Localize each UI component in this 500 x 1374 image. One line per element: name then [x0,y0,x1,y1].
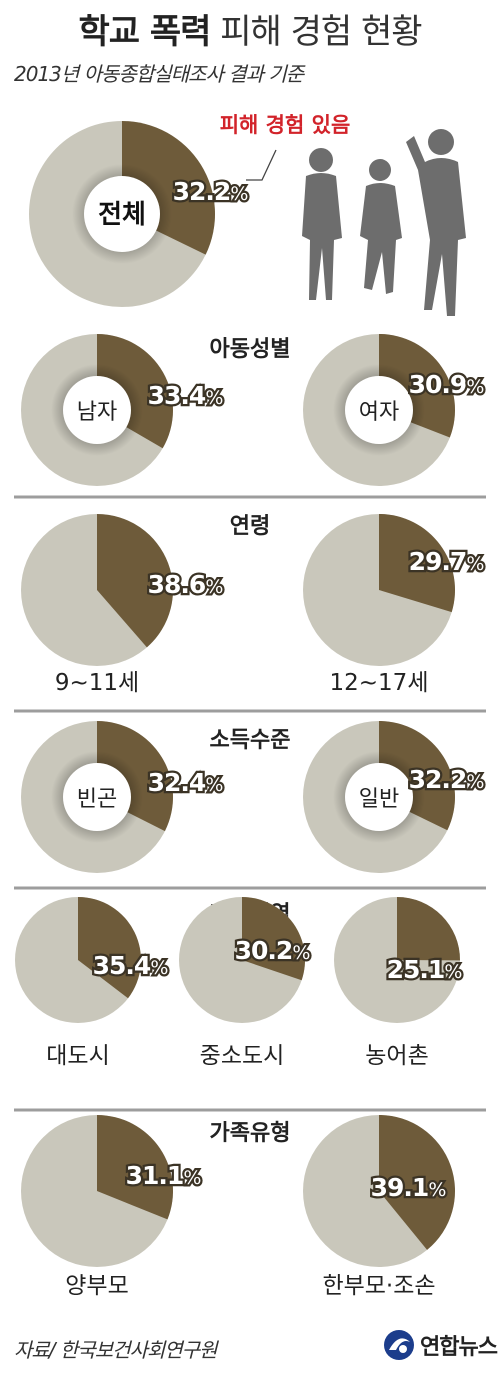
pie-value-label: 30.9% [409,370,484,399]
pie-slice-victim [97,514,173,648]
pie-value-label: 31.1% [126,1161,201,1190]
pie-category-label: 중소도시 [200,1043,285,1069]
pie-slice-victim [97,1115,174,1220]
pie-value-label: 35.4% [93,951,168,980]
people-silhouette-icon [302,129,466,316]
pie: 한부모·조손 39.1% [303,1114,456,1299]
pie-slice-victim [242,897,306,981]
callout-leader-line [246,149,277,181]
section-title: 소득수준 [210,728,291,753]
pie-value-label: 25.1% [387,955,462,984]
pie: 일반 32.2% [303,721,487,873]
logo-text: 연합뉴스 [420,1335,498,1360]
section-title: 아동성별 [210,337,291,362]
pie-hole [84,176,160,252]
publisher-logo: 연합뉴스 [382,1326,498,1364]
section-title: 가족유형 [210,1121,291,1146]
pie-category-label: 대도시 [46,1043,109,1069]
pie-category-label: 양부모 [65,1273,128,1299]
pie-center-label: 남자 [77,400,117,425]
pie-value-label: 32.4% [148,768,223,797]
pie: 농어촌 25.1% [334,896,465,1069]
pie-hole [345,763,413,831]
pie-category-label: 9~11세 [55,670,139,696]
section-title: 연령 [230,514,270,539]
pie: 중소도시 30.2% [179,897,313,1069]
pie-slice-victim [397,896,461,961]
pie: 빈곤 32.4% [21,721,226,873]
pie-hole [345,376,413,444]
pie-value-label: 29.7% [409,547,484,576]
pie-category-label: 한부모·조손 [322,1273,435,1299]
pie-center-label: 빈곤 [77,787,117,812]
pie-center-label: 일반 [359,787,399,812]
pie: 12~17세 29.7% [303,514,487,696]
subtitle: 2013년 아동종합실태조사 결과 기준 [14,62,304,86]
pie-value-label: 38.6% [148,570,223,599]
pie-value-label: 33.4% [148,381,223,410]
pie-hole [63,376,131,444]
callout-label: 피해 경험 있음 [220,113,351,137]
pie-value-label: 32.2% [173,177,248,206]
pie-value-label: 32.2% [409,765,484,794]
pie: 여자 30.9% [303,334,487,486]
pie-category-label: 농어촌 [365,1043,428,1069]
pie-center-label: 여자 [359,400,399,425]
pie-hole [63,763,131,831]
title-bold: 학교 폭력 [78,12,211,52]
pie: 전체 32.2% [29,121,251,307]
pie: 대도시 35.4% [15,897,171,1069]
pie-slice-victim [78,897,141,999]
title-light: 피해 경험 현황 [220,12,422,52]
pie: 양부모 31.1% [21,1115,204,1299]
pie: 남자 33.4% [21,334,226,486]
pie-value-label: 30.2% [235,936,310,965]
pie-value-label: 39.1% [371,1173,446,1202]
pie: 9~11세 38.6% [21,514,226,696]
pie-category-label: 12~17세 [330,670,429,696]
pie-center-label: 전체 [98,200,146,230]
yonhap-logo-icon [384,1330,414,1360]
source-note: 자료/ 한국보건사회연구원 [14,1338,217,1362]
pie-slice-victim [379,514,456,613]
page-title: 학교 폭력 피해 경험 현황 [0,4,500,53]
pie-slice-victim [379,1114,456,1250]
